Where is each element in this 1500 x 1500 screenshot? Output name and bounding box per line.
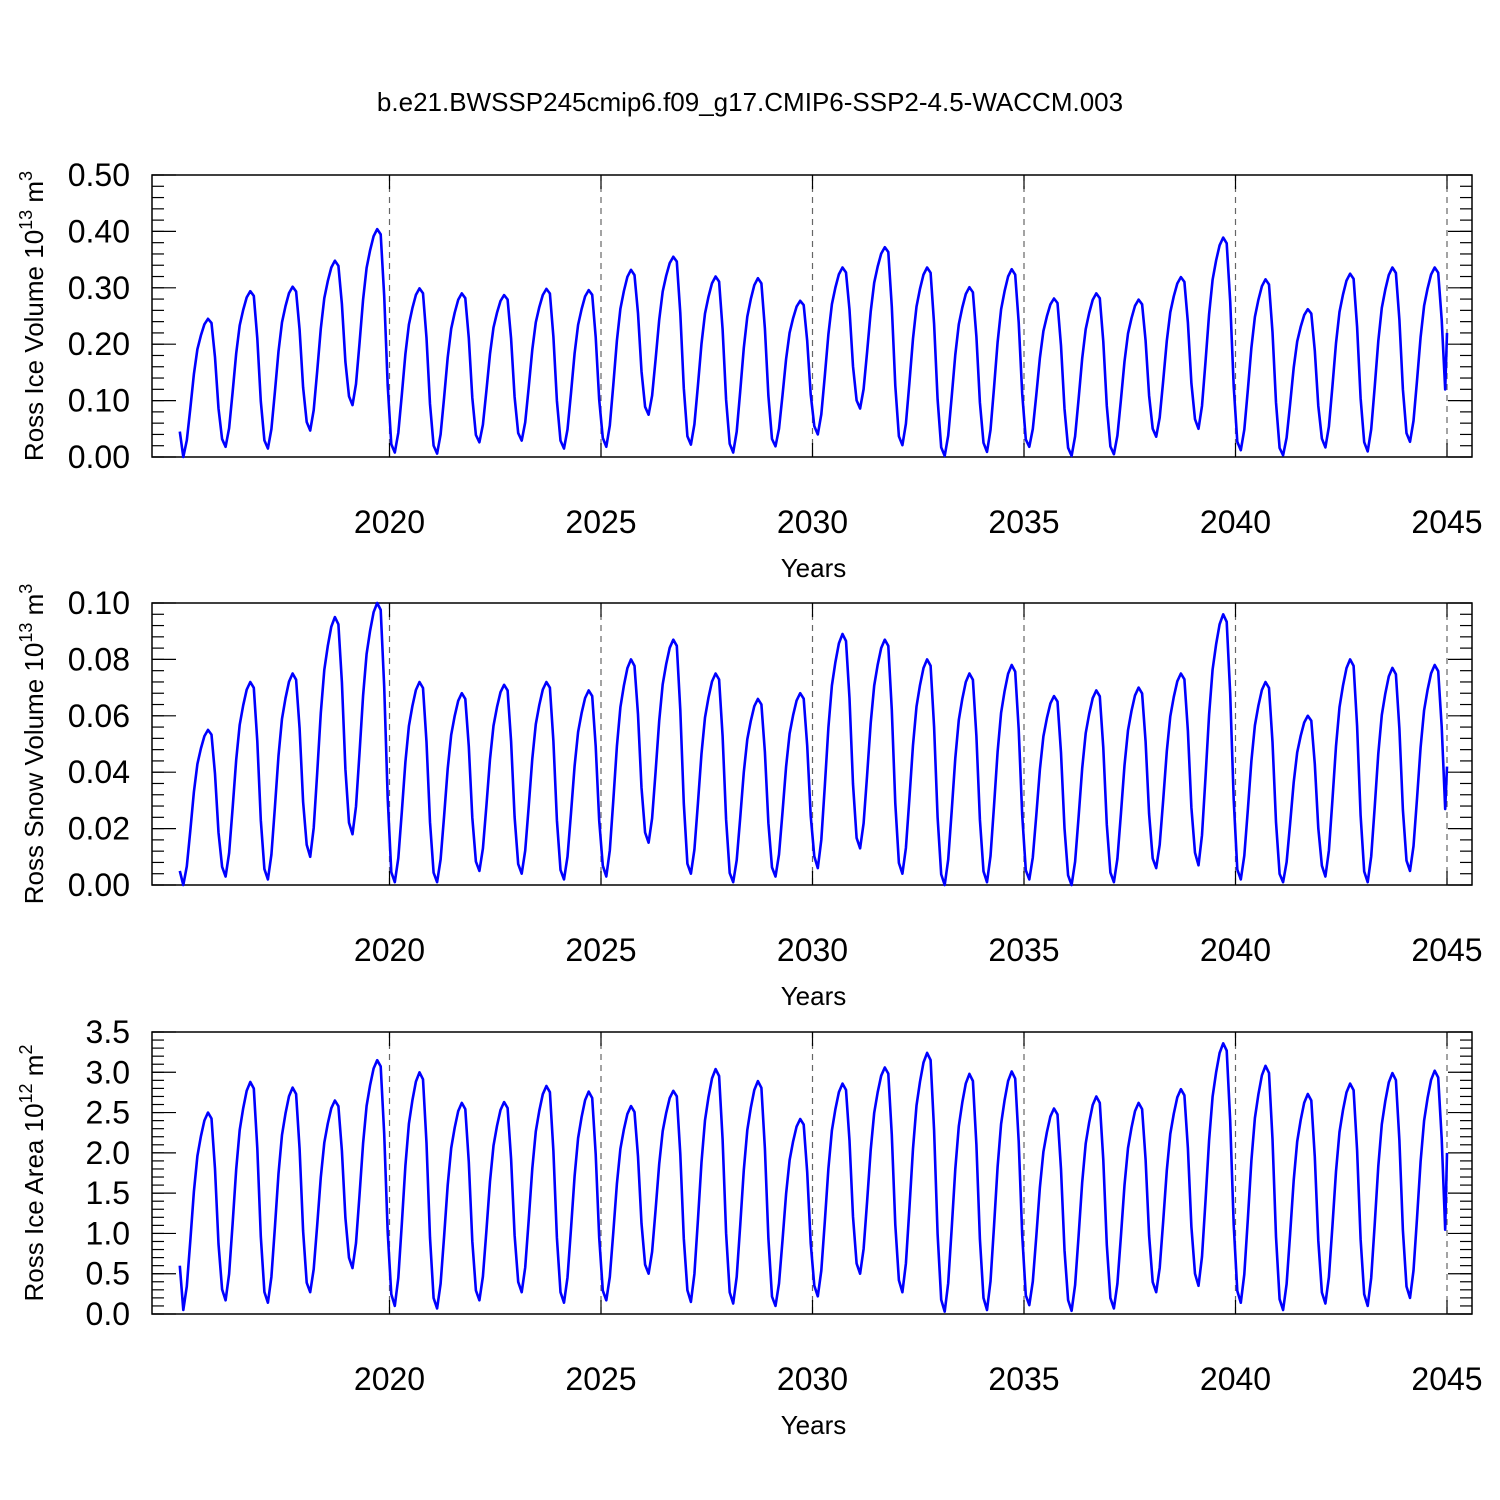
y-tick-label: 2.5 (86, 1095, 130, 1131)
x-tick-label: 2040 (1200, 932, 1271, 968)
y-tick-label: 0.10 (68, 585, 130, 621)
y-tick-label: 3.5 (86, 1014, 130, 1050)
y-axis-title-unit: m (19, 1055, 49, 1084)
x-tick-label: 2045 (1411, 504, 1482, 540)
y-tick-label: 0.02 (68, 811, 130, 847)
y-tick-label: 1.0 (86, 1215, 130, 1251)
y-axis-title-unit: m (19, 181, 49, 210)
y-tick-label: 0.00 (68, 867, 130, 903)
y-tick-label: 0.08 (68, 641, 130, 677)
y-axis-title-unit-exponent: 3 (16, 171, 36, 181)
x-tick-label: 2025 (565, 504, 636, 540)
y-axis-title-unit-exponent: 3 (16, 584, 36, 594)
y-axis-title: Ross Snow Volume 1013 m3 (16, 584, 49, 905)
chart-title: b.e21.BWSSP245cmip6.f09_g17.CMIP6-SSP2-4… (377, 87, 1123, 117)
x-tick-label: 2040 (1200, 504, 1271, 540)
y-axis-title-text: Ross Ice Area 10 (19, 1103, 49, 1301)
x-tick-label: 2045 (1411, 932, 1482, 968)
x-tick-label: 2025 (565, 1361, 636, 1397)
series-line-ice-volume (178, 227, 1449, 459)
y-axis-title-unit: m (19, 594, 49, 623)
x-tick-label: 2030 (777, 932, 848, 968)
x-tick-label: 2035 (988, 932, 1059, 968)
y-tick-label: 3.0 (86, 1054, 130, 1090)
x-tick-label: 2025 (565, 932, 636, 968)
x-tick-label: 2045 (1411, 1361, 1482, 1397)
y-axis-title-exponent: 13 (16, 210, 36, 230)
x-tick-label: 2030 (777, 504, 848, 540)
x-tick-label: 2020 (354, 932, 425, 968)
y-tick-label: 0.5 (86, 1256, 130, 1292)
panel-ice-area: 0.0 0.5 1.0 1.5 2.0 2.5 3.0 3.5 2020 2025 2030 2035… (16, 1014, 1483, 1440)
y-tick-label: 0.06 (68, 698, 130, 734)
y-tick-label: 0.0 (86, 1296, 130, 1332)
y-axis-title-text: Ross Snow Volume 10 (19, 643, 49, 905)
y-tick-label: 0.40 (68, 213, 130, 249)
y-axis-title-exponent: 12 (16, 1083, 36, 1103)
x-tick-label: 2035 (988, 504, 1059, 540)
panel-ice-volume: 0.00 0.10 0.20 0.30 0.40 0.50 2020 2025 2030 2035… (16, 157, 1483, 583)
series-line-snow-volume (178, 601, 1449, 887)
y-tick-label: 0.10 (68, 383, 130, 419)
y-tick-label: 0.30 (68, 270, 130, 306)
y-tick-label: 1.5 (86, 1175, 130, 1211)
y-axis-title-text: Ross Ice Volume 10 (19, 230, 49, 461)
series-line-ice-area (178, 1042, 1449, 1313)
x-axis-title: Years (781, 553, 847, 583)
y-axis-title: Ross Ice Area 1012 m2 (16, 1045, 49, 1302)
y-tick-label: 0.04 (68, 754, 130, 790)
x-tick-label: 2030 (777, 1361, 848, 1397)
x-tick-label: 2020 (354, 1361, 425, 1397)
y-axis-title-unit-exponent: 2 (16, 1045, 36, 1055)
y-axis-title-exponent: 13 (16, 623, 36, 643)
y-tick-label: 0.20 (68, 326, 130, 362)
y-axis-title: Ross Ice Volume 1013 m3 (16, 171, 49, 461)
x-axis-title: Years (781, 1410, 847, 1440)
x-axis-title: Years (781, 981, 847, 1011)
y-tick-label: 0.00 (68, 439, 130, 475)
x-tick-label: 2040 (1200, 1361, 1271, 1397)
x-tick-label: 2035 (988, 1361, 1059, 1397)
y-tick-label: 0.50 (68, 157, 130, 193)
x-tick-label: 2020 (354, 504, 425, 540)
panel-snow-volume: 0.00 0.02 0.04 0.06 0.08 0.10 2020 2025 2030 2035… (16, 584, 1483, 1011)
y-tick-label: 2.0 (86, 1135, 130, 1171)
